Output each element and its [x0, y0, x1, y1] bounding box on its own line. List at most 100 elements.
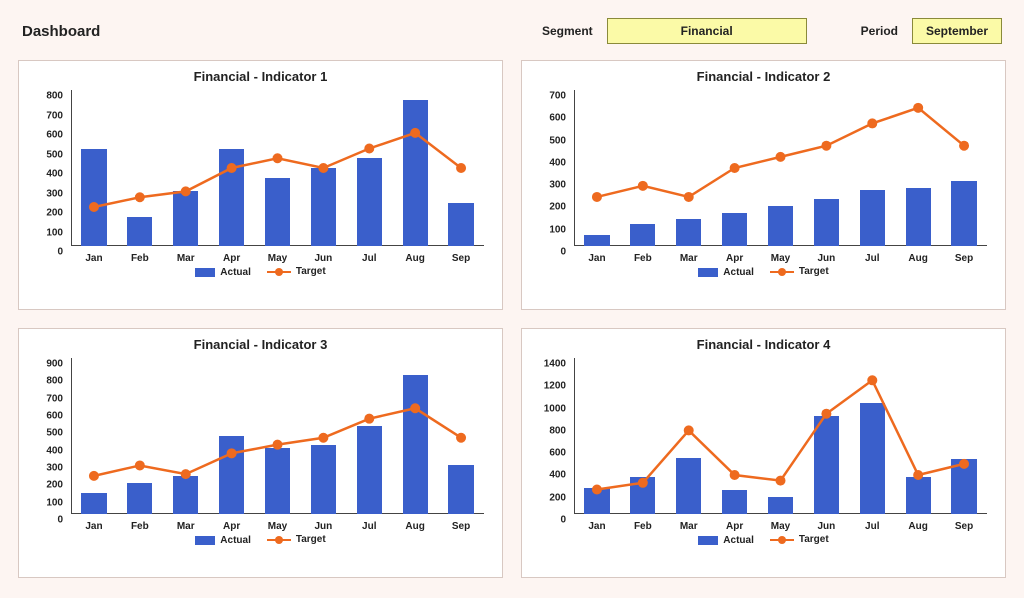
- target-marker: [776, 152, 786, 162]
- chart-grid: Financial - Indicator 1 0 100 200 300 400 500 6…: [0, 54, 1024, 596]
- target-marker: [638, 181, 648, 191]
- legend-target-label: Target: [799, 266, 829, 277]
- target-marker: [135, 460, 145, 470]
- legend-actual-label: Actual: [220, 535, 251, 546]
- y-tick: 300: [549, 180, 566, 191]
- y-tick: 900: [46, 359, 63, 370]
- legend-target-label: Target: [799, 534, 829, 545]
- chart-title: Financial - Indicator 1: [27, 69, 494, 84]
- segment-select[interactable]: Financial: [607, 18, 807, 44]
- y-tick: 0: [560, 515, 566, 526]
- y-tick: 700: [46, 110, 63, 121]
- target-marker: [776, 476, 786, 486]
- y-tick: 800: [46, 91, 63, 102]
- chart-panel-1: Financial - Indicator 101002003004005006…: [18, 60, 503, 310]
- target-marker: [730, 163, 740, 173]
- y-tick: 700: [549, 91, 566, 102]
- x-tick: Aug: [908, 521, 927, 532]
- x-tick: Sep: [452, 521, 470, 532]
- plot-region: [71, 90, 484, 246]
- y-tick: 200: [549, 492, 566, 503]
- target-marker: [89, 202, 99, 212]
- legend-line-icon: [267, 535, 291, 545]
- target-line: [574, 358, 987, 514]
- x-tick: Feb: [634, 521, 652, 532]
- y-tick: 400: [549, 157, 566, 168]
- target-marker: [592, 192, 602, 202]
- x-axis: JanFebMarAprMayJunJulAugSep: [71, 516, 484, 532]
- target-marker: [181, 186, 191, 196]
- y-tick: 100: [46, 497, 63, 508]
- y-tick: 800: [549, 425, 566, 436]
- y-tick: 1200: [544, 381, 566, 392]
- x-tick: Apr: [223, 521, 240, 532]
- target-marker: [638, 478, 648, 488]
- legend-actual-label: Actual: [723, 267, 754, 278]
- target-marker: [410, 403, 420, 413]
- x-tick: Jun: [314, 521, 332, 532]
- x-tick: Jan: [588, 253, 605, 264]
- target-marker: [456, 433, 466, 443]
- y-axis: 0100200300400500600700800900: [33, 354, 67, 532]
- legend-target-label: Target: [296, 266, 326, 277]
- chart-panel-2: Financial - Indicator 201002003004005006…: [521, 60, 1006, 310]
- y-tick: 700: [46, 393, 63, 404]
- target-marker: [273, 153, 283, 163]
- segment-label: Segment: [542, 24, 593, 38]
- plot-region: [574, 358, 987, 514]
- target-marker: [730, 470, 740, 480]
- x-tick: Feb: [131, 521, 149, 532]
- target-marker: [318, 163, 328, 173]
- x-tick: Jun: [314, 253, 332, 264]
- target-marker: [821, 141, 831, 151]
- period-label: Period: [861, 24, 898, 38]
- chart-title: Financial - Indicator 3: [27, 337, 494, 352]
- x-tick: May: [771, 521, 790, 532]
- chart-area: 0100200300400500600700JanFebMarAprMayJun…: [536, 86, 991, 264]
- chart-title: Financial - Indicator 4: [530, 337, 997, 352]
- target-marker: [364, 144, 374, 154]
- chart-area: 0100200300400500600700800900JanFebMarApr…: [33, 354, 488, 532]
- chart-legend: Actual Target: [530, 266, 997, 280]
- page-title: Dashboard: [22, 23, 528, 40]
- chart-legend: Actual Target: [530, 534, 997, 548]
- legend-target: Target: [770, 266, 829, 277]
- target-marker: [684, 192, 694, 202]
- target-marker: [181, 469, 191, 479]
- y-tick: 300: [46, 188, 63, 199]
- x-tick: Jun: [817, 253, 835, 264]
- period-select[interactable]: September: [912, 18, 1002, 44]
- plot-region: [71, 358, 484, 514]
- x-tick: Jan: [85, 521, 102, 532]
- x-tick: Apr: [726, 253, 743, 264]
- y-tick: 400: [46, 169, 63, 180]
- x-tick: Sep: [452, 253, 470, 264]
- legend-bar-icon: [698, 268, 718, 277]
- x-tick: Aug: [405, 253, 424, 264]
- x-axis: JanFebMarAprMayJunJulAugSep: [574, 248, 987, 264]
- legend-actual: Actual: [698, 267, 754, 278]
- x-tick: Jun: [817, 521, 835, 532]
- legend-bar-icon: [698, 536, 718, 545]
- y-tick: 500: [549, 135, 566, 146]
- y-tick: 100: [549, 224, 566, 235]
- plot-region: [574, 90, 987, 246]
- x-tick: Mar: [177, 521, 195, 532]
- y-axis: 0100200300400500600700: [536, 86, 570, 264]
- x-tick: Feb: [634, 253, 652, 264]
- y-tick: 0: [57, 247, 63, 258]
- legend-actual: Actual: [698, 535, 754, 546]
- header-bar: Dashboard Segment Financial Period Septe…: [0, 0, 1024, 54]
- x-tick: Sep: [955, 253, 973, 264]
- chart-legend: ActualTarget: [27, 534, 494, 548]
- x-tick: Jul: [865, 253, 879, 264]
- y-tick: 1000: [544, 403, 566, 414]
- x-tick: Feb: [131, 253, 149, 264]
- legend-actual: Actual: [195, 267, 251, 278]
- x-tick: Jul: [362, 253, 376, 264]
- target-marker: [318, 433, 328, 443]
- target-line: [71, 358, 484, 514]
- y-tick: 600: [549, 113, 566, 124]
- y-tick: 200: [46, 480, 63, 491]
- chart-panel-4: Financial - Indicator 402004006008001000…: [521, 328, 1006, 578]
